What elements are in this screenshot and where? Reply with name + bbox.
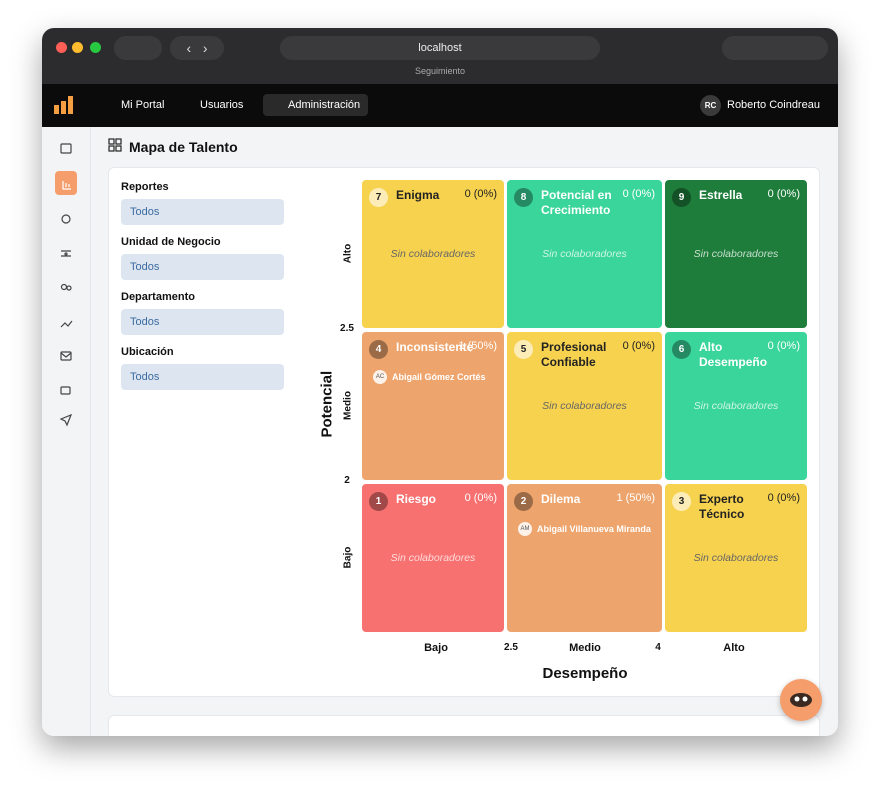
sidebar-icons[interactable]	[58, 141, 74, 441]
x-level: Medio	[569, 642, 601, 654]
y-axis-label: Potencial	[318, 370, 336, 438]
y-level: Bajo	[342, 546, 354, 569]
empty-text: Sin colaboradores	[693, 248, 779, 260]
employee-name[interactable]: Abigail Villanueva Miranda	[537, 524, 651, 534]
cell-count: 0 (0%)	[464, 492, 497, 504]
filter-label: Ubicación	[121, 346, 174, 358]
filter-label: Departamento	[121, 291, 195, 303]
cell-name: Enigma	[396, 188, 440, 202]
matrix-cell[interactable]: 6 Alto Desempeño 0 (0%) Sin colaboradores	[665, 332, 807, 480]
cell-name: Potencial en Crecimiento	[541, 188, 612, 217]
y-level: Alto	[342, 243, 354, 264]
zoom-button[interactable]	[90, 42, 101, 53]
filter-select[interactable]: Todos	[121, 199, 284, 225]
sidebar-toggle[interactable]	[114, 36, 162, 60]
toolbar-actions[interactable]	[722, 36, 828, 60]
page-title: Mapa de Talento	[129, 139, 238, 155]
filter-select[interactable]: Todos	[121, 364, 284, 390]
nav-buttons[interactable]: ‹ ›	[170, 36, 224, 60]
x-threshold: 4	[655, 642, 661, 653]
cell-count: 1 (50%)	[458, 340, 497, 352]
cell-count: 0 (0%)	[622, 340, 655, 352]
x-threshold: 2.5	[504, 642, 518, 653]
browser-window: ‹ › localhost Seguimiento Mi Portal Usuar…	[42, 28, 838, 736]
cell-number: 6	[672, 340, 691, 359]
cell-name: Riesgo	[396, 492, 437, 506]
nav-item[interactable]: Mi Portal	[121, 99, 165, 111]
filter-label: Unidad de Negocio	[121, 236, 221, 248]
minimize-button[interactable]	[72, 42, 83, 53]
matrix-cell[interactable]: 4 Inconsistente 1 (50%) AC Abigail Gómez Cor…	[362, 332, 504, 480]
cell-count: 0 (0%)	[464, 188, 497, 200]
empty-text: Sin colaboradores	[693, 552, 779, 564]
x-level: Alto	[723, 642, 745, 654]
cell-number: 5	[514, 340, 533, 359]
user-avatar[interactable]: RC	[700, 95, 721, 116]
cell-number: 9	[672, 188, 691, 207]
nav-item[interactable]: Administración	[263, 94, 369, 116]
filter-label: Reportes	[121, 181, 169, 193]
x-axis-label: Desempeño	[542, 665, 628, 682]
empty-text: Sin colaboradores	[390, 248, 476, 260]
cell-count: 1 (50%)	[616, 492, 655, 504]
empty-text: Sin colaboradores	[542, 248, 627, 260]
matrix-cell[interactable]: 1 Riesgo 0 (0%) Sin colaboradores	[362, 484, 504, 632]
y-threshold: 2.5	[340, 323, 354, 334]
cell-number: 2	[514, 492, 533, 511]
cell-name: Inconsistente	[396, 340, 474, 354]
nav-item[interactable]: Usuarios	[200, 99, 244, 111]
url-bar[interactable]: localhost	[280, 36, 600, 60]
empty-text: Sin colaboradores	[693, 400, 779, 412]
cell-number: 4	[369, 340, 388, 359]
matrix-cell[interactable]: 8 Potencial en Crecimiento 0 (0%) Sin colab…	[507, 180, 662, 328]
logo[interactable]	[54, 96, 74, 114]
matrix-cell[interactable]: 5 Profesional Confiable 0 (0%) Sin colabora…	[507, 332, 662, 480]
employee-name[interactable]: Abigail Gómez Cortés	[392, 372, 486, 382]
title-bar: ‹ › localhost Seguimiento	[42, 28, 838, 84]
card-secondary	[108, 715, 820, 736]
y-level: Medio	[342, 391, 354, 420]
empty-text: Sin colaboradores	[390, 552, 476, 564]
cell-name: Experto Técnico	[699, 492, 745, 521]
cell-name: Estrella	[699, 188, 743, 202]
cell-name: Alto Desempeño	[699, 340, 768, 369]
filter-select[interactable]: Todos	[121, 254, 284, 280]
matrix-cell[interactable]: 2 Dilema 1 (50%) AM Abigail Villanueva Miran…	[507, 484, 662, 632]
cell-name: Dilema	[541, 492, 581, 506]
chat-button[interactable]	[780, 679, 822, 721]
y-threshold: 2	[344, 475, 350, 486]
matrix-cell[interactable]: 3 Experto Técnico 0 (0%) Sin colaboradores	[665, 484, 807, 632]
matrix-cell[interactable]: 9 Estrella 0 (0%) Sin colaboradores	[665, 180, 807, 328]
cell-count: 0 (0%)	[622, 188, 655, 200]
cell-number: 1	[369, 492, 388, 511]
employee-avatar[interactable]: AM	[518, 522, 532, 536]
page-icon	[108, 138, 124, 154]
cell-count: 0 (0%)	[767, 188, 800, 200]
cell-count: 0 (0%)	[767, 492, 800, 504]
x-level: Bajo	[424, 642, 448, 654]
cell-number: 8	[514, 188, 533, 207]
matrix-cell[interactable]: 7 Enigma 0 (0%) Sin colaboradores	[362, 180, 504, 328]
filter-select[interactable]: Todos	[121, 309, 284, 335]
tab-title[interactable]: Seguimiento	[414, 66, 466, 76]
empty-text: Sin colaboradores	[542, 400, 627, 412]
cell-number: 3	[672, 492, 691, 511]
cell-number: 7	[369, 188, 388, 207]
cell-name: Profesional Confiable	[541, 340, 607, 369]
employee-avatar[interactable]: AC	[373, 370, 387, 384]
sidebar	[42, 127, 91, 736]
app-nav: Mi Portal Usuarios Administración RC Rober…	[42, 84, 838, 127]
close-button[interactable]	[56, 42, 67, 53]
user-name[interactable]: Roberto Coindreau	[727, 99, 820, 111]
cell-count: 0 (0%)	[767, 340, 800, 352]
